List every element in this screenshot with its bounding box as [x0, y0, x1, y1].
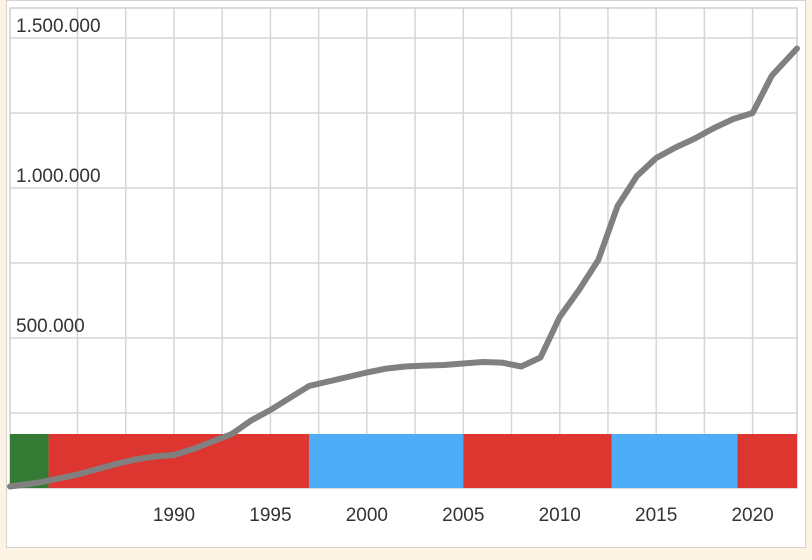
x-tick-label: 2005: [442, 505, 484, 526]
period-band-4: [611, 434, 738, 488]
period-band-2: [308, 434, 464, 488]
series-lines: [7, 45, 800, 490]
period-band-1: [48, 434, 309, 488]
y-tick-label: 500.000: [16, 316, 85, 337]
x-tick-label: 2015: [635, 505, 677, 526]
series-line-0: [7, 45, 800, 490]
period-band-5: [737, 434, 797, 488]
x-tick-label: 1995: [249, 505, 291, 526]
y-tick-label: 1.500.000: [16, 16, 101, 37]
x-tick-label: 1990: [153, 505, 195, 526]
tick-labels: 500.000 1.000.000 1.500.000 1990 1995 2000 200…: [16, 16, 774, 526]
y-tick-label: 1.000.000: [16, 166, 101, 187]
x-tick-label: 2020: [731, 505, 773, 526]
period-band-3: [463, 434, 612, 488]
plot-border: [9, 7, 798, 489]
x-tick-label: 2000: [346, 505, 388, 526]
grid: [9, 7, 798, 489]
x-tick-label: 2010: [539, 505, 581, 526]
period-bands: [10, 434, 797, 488]
